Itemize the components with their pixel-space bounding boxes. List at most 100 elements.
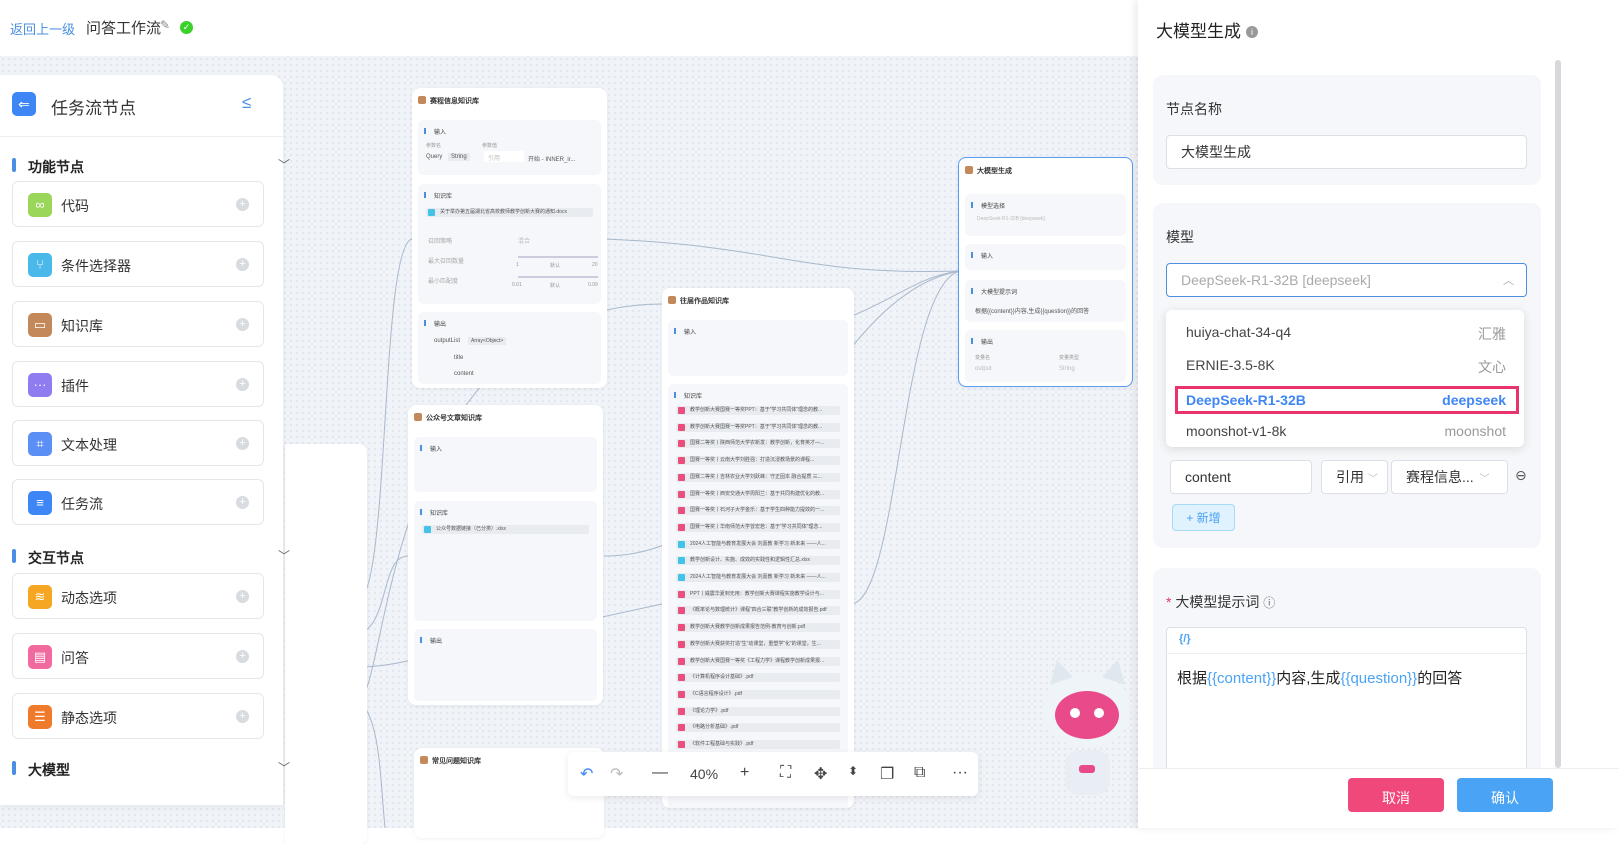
kb-file-item: 2024人工智能与教育发展大会 刘嘉教 新学习 新未来 ——人... (676, 573, 840, 582)
cancel-button[interactable]: 取消 (1348, 778, 1444, 812)
sidebar-node-item[interactable]: ≡ 任务流 + (12, 479, 264, 525)
confirm-button[interactable]: 确认 (1457, 778, 1553, 812)
kb-file-item: 《计算机程序设计基础》.pdf (676, 673, 840, 683)
edit-icon[interactable]: ✎ (160, 18, 171, 32)
chevron-down-icon[interactable]: ﹀ (278, 761, 291, 775)
kb-file-item: PPT丨威震华夏到无用：教学创新大赛课程实施教学设计与... (676, 589, 840, 599)
chevron-up-icon: ︿ (1503, 275, 1514, 287)
node-type-icon: ∞ (28, 193, 52, 217)
panel-scrollbar[interactable] (1555, 60, 1561, 768)
node-type-icon: ⌗ (28, 432, 52, 456)
kb-file-item: 《理论力学》.pdf (676, 706, 840, 716)
add-param-button[interactable]: + 新增 (1172, 504, 1235, 531)
node-past-works-kb[interactable]: 往届作品知识库 输入 知识库 教学创新大赛国赛一等奖PPT：基于“学习共同体”理念… (662, 288, 854, 808)
undo-icon[interactable]: ↶ (580, 766, 594, 783)
model-option[interactable]: ERNIE-3.5-8K 文心 (1186, 357, 1506, 375)
add-icon[interactable]: + (236, 258, 249, 271)
node-sidebar: ⇐ 任务流节点 ≤ 功能节点 ﹀ ∞ 代码 + ⑂ 条件选择器 + ▭ 知识库 + ··· 插件 + ⌗ 文本… (0, 75, 290, 805)
var-type-header: 变量类型 (1059, 355, 1080, 361)
kb-file-item: 国赛一等奖丨华南师范大学曾宏若：基于“学习共同体”理念... (676, 522, 840, 532)
add-icon[interactable]: + (236, 710, 249, 723)
sidebar-node-item[interactable]: ≋ 动态选项 + (12, 573, 264, 619)
kb-file-item: 教学创新大赛国赛一等奖PPT：基于“学习共同体”理念的教... (676, 406, 840, 415)
add-icon[interactable]: + (236, 496, 249, 509)
node-start-partial[interactable] (285, 444, 367, 844)
kb-file-item: 国赛一等奖丨云南大学刘胜强：打造沉浸教场景的课程... (676, 456, 840, 466)
recall-select[interactable]: 混合 (518, 239, 531, 245)
kb-file-item: 《概率论与数理统计》课程“四合三联”教学创新的成效报告.pdf (676, 606, 840, 616)
chevron-down-icon[interactable]: ﹀ (278, 158, 291, 172)
node-type-icon: ··· (28, 373, 52, 397)
assistant-robot-mascot[interactable] (1035, 655, 1140, 805)
edge (603, 238, 961, 273)
node-name-input[interactable]: 大模型生成 (1166, 135, 1527, 169)
add-icon[interactable]: + (236, 650, 249, 663)
help-icon[interactable]: ⓘ (1263, 596, 1276, 610)
kb-file-item: 2024人工智能与教育发展大会 刘嘉教 新学习 新未来 ——人... (676, 539, 840, 549)
slider[interactable] (518, 276, 598, 278)
info-icon[interactable]: i (1246, 26, 1258, 38)
param-value-header: 参数值 (482, 143, 498, 149)
node-type-icon: ⑂ (28, 253, 52, 277)
sidebar-node-item[interactable]: ▤ 问答 + (12, 633, 264, 679)
kb-file-item: 国赛一等奖丨西安交通大学周阳兰：基于共同构建优化的教... (676, 489, 840, 499)
kb-file-item: 《C语言程序设计》.pdf (676, 689, 840, 699)
slider[interactable] (518, 256, 598, 258)
node-schedule-kb[interactable]: 赛程信息知识库 输入 参数名 参数值 Query String 引用 开始 - … (412, 88, 607, 388)
group-header[interactable]: 功能节点 ﹀ (12, 157, 290, 177)
sidebar-node-item[interactable]: ∞ 代码 + (12, 181, 264, 227)
workflow-logo-icon: ⇐ (12, 92, 36, 116)
model-option[interactable]: huiya-chat-34-q4 汇雅 (1186, 324, 1506, 342)
add-note-icon[interactable]: ⧉ (914, 764, 926, 781)
param-name-header: 参数名 (426, 143, 442, 149)
add-icon[interactable]: + (236, 318, 249, 331)
model-option[interactable]: DeepSeek-R1-32B deepseek (1175, 386, 1519, 414)
edge (851, 270, 961, 605)
node-llm[interactable]: 大模型生成 模型选择 DeepSeek-R1-32B [deepseek] 输入… (958, 157, 1133, 387)
node-type-icon: ≋ (28, 585, 52, 609)
workflow-title: 问答工作流 (86, 20, 162, 37)
fit-view-icon[interactable]: ⛶ (780, 764, 792, 781)
group-header[interactable]: 交互节点 ﹀ (12, 548, 290, 568)
add-icon[interactable]: + (236, 198, 249, 211)
sidebar-node-item[interactable]: ⑂ 条件选择器 + (12, 241, 264, 287)
node-wechat-kb[interactable]: 公众号文章知识库 输入 知识库 公众号数据链接（已分类）.xlsx 输出 (408, 405, 603, 705)
move-icon[interactable]: ✥ (814, 766, 828, 783)
param-source-select[interactable]: 赛程信息... ﹀ (1391, 460, 1508, 494)
sidebar-node-item[interactable]: ··· 插件 + (12, 361, 264, 407)
type-badge: Array<Object> (468, 337, 507, 345)
param-name-input[interactable]: content (1170, 460, 1312, 494)
param-type-select[interactable]: 引用 ﹀ (1321, 460, 1388, 494)
zoom-in-icon[interactable]: + (740, 764, 750, 781)
panel-footer: 取消 确认 (1138, 768, 1619, 828)
copy-icon[interactable]: ❐ (880, 766, 895, 783)
kb-file-item: 国赛一等奖丨石河子大学金乐：基于学生四种能力提效的一... (676, 506, 840, 516)
insert-variable-button[interactable]: {/} (1167, 628, 1526, 654)
node-type-icon: ▤ (28, 645, 52, 669)
saved-check-icon: ✓ (180, 21, 193, 34)
node-type-icon: ☰ (28, 705, 52, 729)
group-header[interactable]: 大模型 ﹀ (12, 760, 290, 780)
more-icon[interactable]: ··· (952, 764, 968, 781)
remove-param-icon[interactable]: ⊖ (1515, 467, 1527, 483)
edge (851, 270, 961, 317)
zoom-out-icon[interactable]: — (652, 764, 668, 781)
kb-file-item: 《软件工程基础与实践》.pdf (676, 740, 840, 749)
sort-icon[interactable]: ⬍ (848, 764, 859, 778)
model-option[interactable]: moonshot-v1-8k moonshot (1186, 423, 1506, 439)
sidebar-node-item[interactable]: ☰ 静态选项 + (12, 693, 264, 739)
chevron-down-icon[interactable]: ﹀ (278, 549, 291, 563)
node-config-panel: 大模型生成 i 节点名称 大模型生成 模型 DeepSeek-R1-32B [de… (1138, 0, 1619, 828)
min-score-label: 0.01 (512, 282, 522, 288)
sidebar-node-item[interactable]: ▭ 知识库 + (12, 301, 264, 347)
ref-select[interactable]: 引用 (484, 151, 524, 162)
sidebar-node-item[interactable]: ⌗ 文本处理 + (12, 420, 264, 466)
redo-icon[interactable]: ↷ (610, 766, 624, 783)
add-icon[interactable]: + (236, 590, 249, 603)
back-link[interactable]: 返回上一级 (10, 22, 76, 37)
collapse-sidebar-icon[interactable]: ≤ (242, 93, 252, 112)
model-select[interactable]: DeepSeek-R1-32B [deepseek] ︿ (1166, 263, 1527, 297)
kb-file-item: 教学创新设计、实施、成效的实践性和逻辑性汇总.xlsx (676, 556, 840, 566)
add-icon[interactable]: + (236, 378, 249, 391)
add-icon[interactable]: + (236, 437, 249, 450)
